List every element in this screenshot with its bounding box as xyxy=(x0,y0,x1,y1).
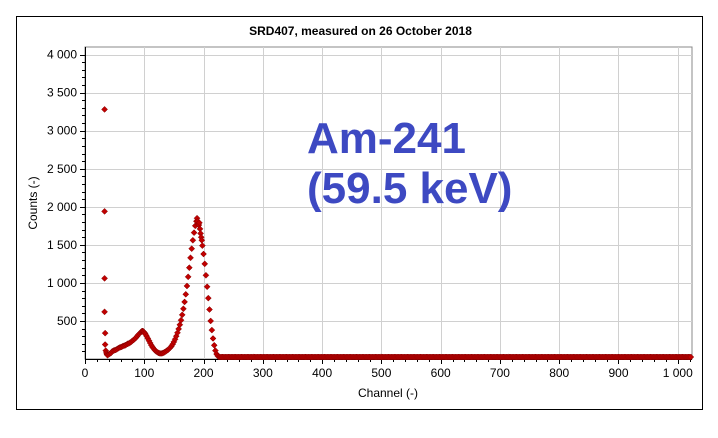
y-tick-label: 3 000 xyxy=(47,124,77,138)
data-point xyxy=(207,317,215,325)
data-point xyxy=(180,305,187,313)
chart: SRD407, measured on 26 October 2018 0 100… xyxy=(26,24,695,400)
x-tick-label: 600 xyxy=(431,366,451,380)
x-axis-title: Channel (-) xyxy=(358,386,418,400)
data-point xyxy=(101,208,108,215)
data-point xyxy=(184,273,192,281)
data-point xyxy=(209,335,217,342)
data-point xyxy=(178,311,186,319)
y-tick-label: 2 000 xyxy=(47,200,77,214)
x-tick-label: 100 xyxy=(134,366,154,380)
x-tick-label: 700 xyxy=(490,366,510,380)
chart-title: SRD407, measured on 26 October 2018 xyxy=(249,24,472,38)
grid xyxy=(85,47,692,359)
data-point xyxy=(101,341,109,348)
data-point xyxy=(200,250,207,258)
x-tick-label: 400 xyxy=(312,366,332,380)
data-point xyxy=(189,236,197,244)
data-point xyxy=(175,325,183,333)
x-tick-label: 200 xyxy=(194,366,214,380)
data-point xyxy=(188,245,196,253)
data-point xyxy=(101,106,108,113)
y-tick-label: 1 000 xyxy=(47,276,77,290)
x-tick-label: 800 xyxy=(549,366,569,380)
y-tick-label: 1 500 xyxy=(47,238,77,252)
data-point xyxy=(190,229,198,237)
x-tick-label: 900 xyxy=(608,366,628,380)
data-point xyxy=(196,219,203,227)
data-point xyxy=(181,298,188,306)
y-tick-label: 2 500 xyxy=(47,162,77,176)
x-tick-label: 1 000 xyxy=(663,366,693,380)
y-tick-label: 4 000 xyxy=(47,48,77,62)
data-point xyxy=(101,329,109,337)
data-point xyxy=(201,260,209,268)
data-point xyxy=(177,316,185,324)
data-point xyxy=(101,308,108,316)
data-point xyxy=(176,321,184,329)
data-point xyxy=(182,290,190,298)
y-tick-label: 3 500 xyxy=(47,86,77,100)
data-points xyxy=(101,106,695,361)
annotation-line: (59.5 keV) xyxy=(307,164,512,213)
y-tick-label: 500 xyxy=(57,314,77,328)
x-tick-label: 300 xyxy=(253,366,273,380)
annotation-line: Am-241 xyxy=(307,114,466,163)
data-point xyxy=(174,329,181,337)
data-point xyxy=(204,294,212,302)
chart-frame: SRD407, measured on 26 October 2018 0 100… xyxy=(16,16,703,410)
data-point xyxy=(185,264,193,272)
x-tick-label: 0 xyxy=(82,366,89,380)
data-point xyxy=(210,341,218,349)
data-point xyxy=(101,274,108,282)
data-point xyxy=(206,306,213,313)
data-point xyxy=(202,271,210,279)
y-axis-title: Counts (-) xyxy=(26,176,40,229)
x-tick-label: 500 xyxy=(371,366,391,380)
plot-area xyxy=(84,46,693,360)
data-point xyxy=(199,242,206,249)
data-point xyxy=(203,283,211,291)
annotation: Am-241(59.5 keV) xyxy=(307,114,512,213)
data-point xyxy=(687,353,695,361)
data-point xyxy=(183,282,191,290)
data-point xyxy=(187,254,194,262)
data-point xyxy=(208,326,216,334)
